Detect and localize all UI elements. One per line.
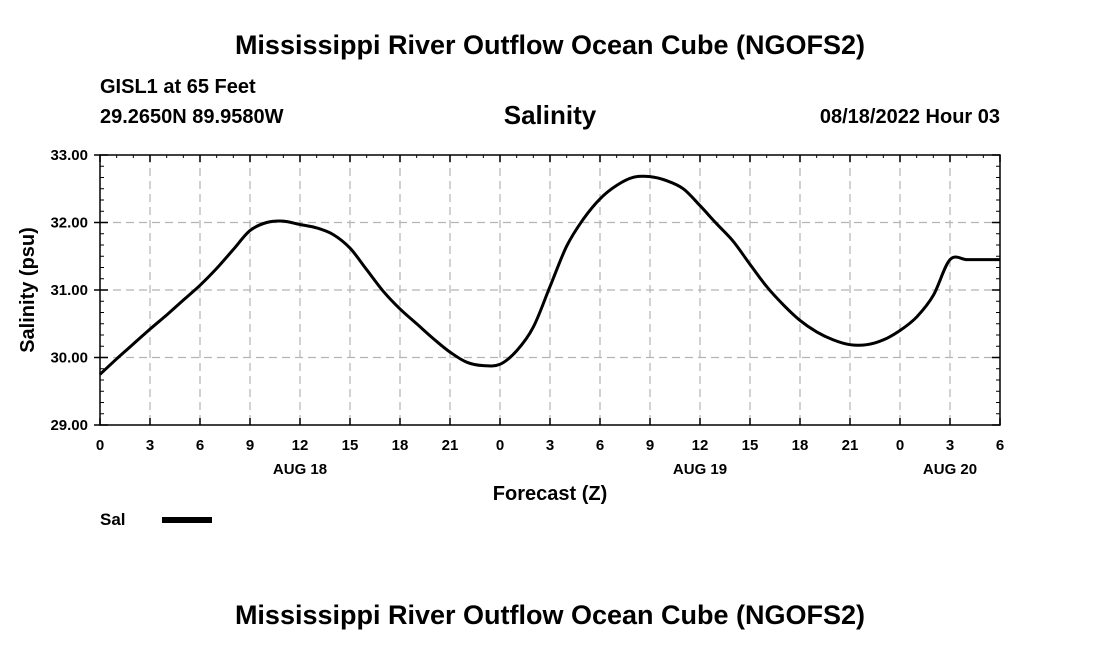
y-axis-title: Salinity (psu) (17, 227, 39, 353)
x-tick-label: 9 (246, 437, 254, 454)
y-tick-label: 29.00 (50, 417, 88, 434)
x-tick-label: 0 (896, 437, 904, 454)
x-tick-label: 0 (96, 437, 104, 454)
station-coordinates: 29.2650N 89.9580W (100, 106, 284, 128)
x-tick-label: 6 (596, 437, 604, 454)
plot-frame (99, 154, 1001, 426)
series-line-sal (98, 174, 1000, 376)
y-tick-label: 32.00 (50, 215, 88, 232)
x-tick-label: 15 (342, 437, 359, 454)
forecast-datetime: 08/18/2022 Hour 03 (819, 106, 1000, 128)
y-tick-label: 31.00 (50, 282, 88, 299)
y-tick-label: 30.00 (50, 350, 88, 367)
x-tick-label: 9 (646, 437, 654, 454)
grid-layer (100, 155, 1000, 425)
parameter-title: Salinity (503, 100, 597, 130)
legend: Sal (100, 510, 212, 529)
x-tick-label: 3 (546, 437, 554, 454)
x-tick-label: 21 (842, 437, 859, 454)
chart-main-title: Mississippi River Outflow Ocean Cube (NG… (234, 30, 866, 60)
x-tick-label: 15 (742, 437, 759, 454)
x-tick-label: 6 (996, 437, 1004, 454)
series-layer (98, 174, 1000, 376)
x-day-label: AUG 18 (273, 461, 327, 478)
labels-layer: 0 3 6 9 12 15 18 21 0 3 6 9 12 15 18 21 0 3 6 29.00 30.00 31.… (50, 147, 1004, 478)
x-tick-label: 3 (146, 437, 154, 454)
x-tick-label: 6 (196, 437, 204, 454)
x-tick-label: 0 (496, 437, 504, 454)
x-tick-label: 12 (292, 437, 309, 454)
y-tick-label: 33.00 (50, 147, 88, 164)
x-tick-label: 3 (946, 437, 954, 454)
x-day-label: AUG 19 (673, 461, 727, 478)
x-tick-label: 21 (442, 437, 459, 454)
x-tick-label: 12 (692, 437, 709, 454)
x-day-label: AUG 20 (923, 461, 977, 478)
x-tick-label: 18 (792, 437, 809, 454)
footer-title: Mississippi River Outflow Ocean Cube (NG… (234, 600, 866, 630)
legend-label-sal: Sal (100, 510, 126, 529)
station-name: GISL1 at 65 Feet (100, 76, 256, 98)
x-tick-label: 18 (392, 437, 409, 454)
x-axis-title: Forecast (Z) (493, 483, 607, 505)
